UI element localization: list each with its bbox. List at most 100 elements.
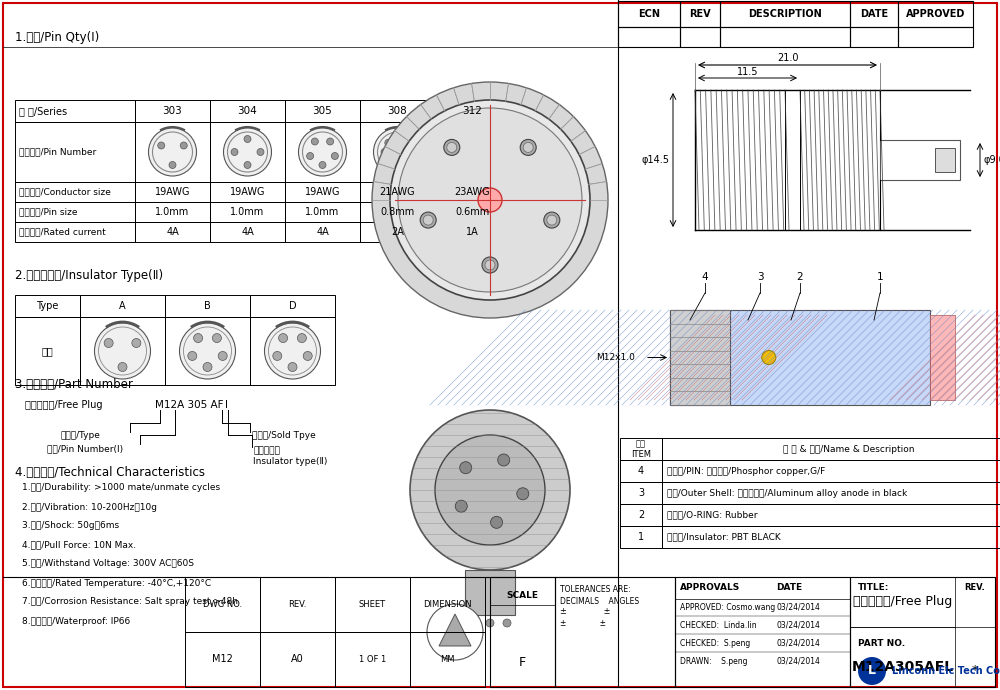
Bar [250,317,335,385]
Text: 19AWG: 19AWG [230,187,265,197]
Bar [850,577,995,687]
Bar [15,222,135,242]
Text: ±              ±: ± ± [560,620,606,629]
Text: 8.防水等级/Waterproof: IP66: 8.防水等级/Waterproof: IP66 [22,616,130,626]
Circle shape [520,139,536,155]
Circle shape [394,135,401,143]
Circle shape [311,138,318,145]
Text: MM: MM [440,655,455,664]
Text: F: F [519,656,526,669]
Bar [135,202,210,222]
Text: DECIMALS    ANGLES: DECIMALS ANGLES [560,596,639,606]
Bar [435,122,510,182]
Circle shape [331,152,338,159]
Circle shape [385,158,392,165]
Text: *: * [972,664,978,677]
Bar [360,122,435,182]
Bar [250,295,335,317]
Circle shape [469,619,477,627]
Text: APPROVED: Cosmo.wang: APPROVED: Cosmo.wang [680,602,775,611]
Text: 1: 1 [638,532,644,542]
Circle shape [544,212,560,228]
Text: 1.寿命/Durability: >1000 mate/unmate cycles: 1.寿命/Durability: >1000 mate/unmate cycle… [22,484,220,493]
Text: DIMENSION: DIMENSION [423,600,472,609]
Text: 密封圈/O-RING: Rubber: 密封圈/O-RING: Rubber [667,511,758,520]
Circle shape [498,454,510,466]
Bar [360,182,435,202]
Circle shape [390,100,590,300]
Text: Insulator type(Ⅱ): Insulator type(Ⅱ) [253,457,327,466]
Text: SCALE: SCALE [507,591,538,600]
Bar [435,182,510,202]
Circle shape [273,351,282,360]
Text: ECN: ECN [638,9,660,19]
Text: 0.8mm: 0.8mm [380,207,415,217]
Bar [185,632,260,687]
Circle shape [476,160,482,167]
Circle shape [462,137,470,144]
Circle shape [374,128,422,176]
Text: 03/24/2014: 03/24/2014 [776,638,820,647]
Text: 3.冲击/Shock: 50g，6ms: 3.冲击/Shock: 50g，6ms [22,522,119,531]
Bar [850,27,898,47]
Bar [930,315,955,400]
Circle shape [517,488,529,500]
Text: 19AWG: 19AWG [305,187,340,197]
Text: A0: A0 [291,655,304,664]
Bar [555,577,675,687]
Text: APPROVED: APPROVED [906,9,965,19]
Circle shape [503,619,511,627]
Circle shape [372,82,608,318]
Text: DATE: DATE [776,584,803,593]
Bar [720,1,850,27]
Bar [670,310,930,405]
Circle shape [407,148,414,155]
Bar [285,182,360,202]
Bar [135,100,210,122]
Bar [210,182,285,202]
Bar [675,577,850,687]
Text: 4: 4 [638,466,644,476]
Circle shape [188,351,197,360]
Text: 303: 303 [163,106,182,116]
Text: 名 称 & 规格/Name & Description: 名 称 & 规格/Name & Description [783,444,914,453]
Circle shape [94,323,150,379]
Bar [850,1,898,27]
Text: 针数/Pin Number(I): 针数/Pin Number(I) [47,444,123,453]
Text: 1.针数/Pin Qty(I): 1.针数/Pin Qty(I) [15,30,99,43]
Circle shape [523,142,533,152]
Bar [620,460,662,482]
Bar [360,202,435,222]
Text: M12: M12 [212,655,233,664]
Text: 母针芯/PIN: 磷铜镀金/Phosphor copper,G/F: 母针芯/PIN: 磷铜镀金/Phosphor copper,G/F [667,466,825,475]
Circle shape [148,128,196,176]
Circle shape [303,351,312,360]
Circle shape [132,339,141,348]
Bar [15,202,135,222]
Circle shape [447,142,457,152]
Circle shape [279,333,288,342]
Bar [135,182,210,202]
Text: 适配线缆/Conductor size: 适配线缆/Conductor size [19,188,111,197]
Text: 2A: 2A [391,227,404,237]
Bar [15,182,135,202]
Circle shape [218,351,227,360]
Text: 03/24/2014: 03/24/2014 [776,602,820,611]
Text: 4.技术特性/Technical Characteristics: 4.技术特性/Technical Characteristics [15,466,205,478]
Bar [435,100,510,122]
Text: φ9.0: φ9.0 [983,155,1000,165]
Text: 焊接式/Sold Tpye: 焊接式/Sold Tpye [252,431,316,440]
Bar [15,317,80,385]
Circle shape [469,161,476,168]
Bar [680,1,720,27]
Bar [620,482,662,504]
Text: APPROVALS: APPROVALS [680,584,740,593]
Circle shape [458,142,465,149]
Text: φ14.5: φ14.5 [642,155,670,165]
Circle shape [458,155,465,162]
Circle shape [482,148,489,155]
Bar [80,295,165,317]
Circle shape [480,155,487,162]
Text: 4A: 4A [166,227,179,237]
Bar [15,100,135,122]
